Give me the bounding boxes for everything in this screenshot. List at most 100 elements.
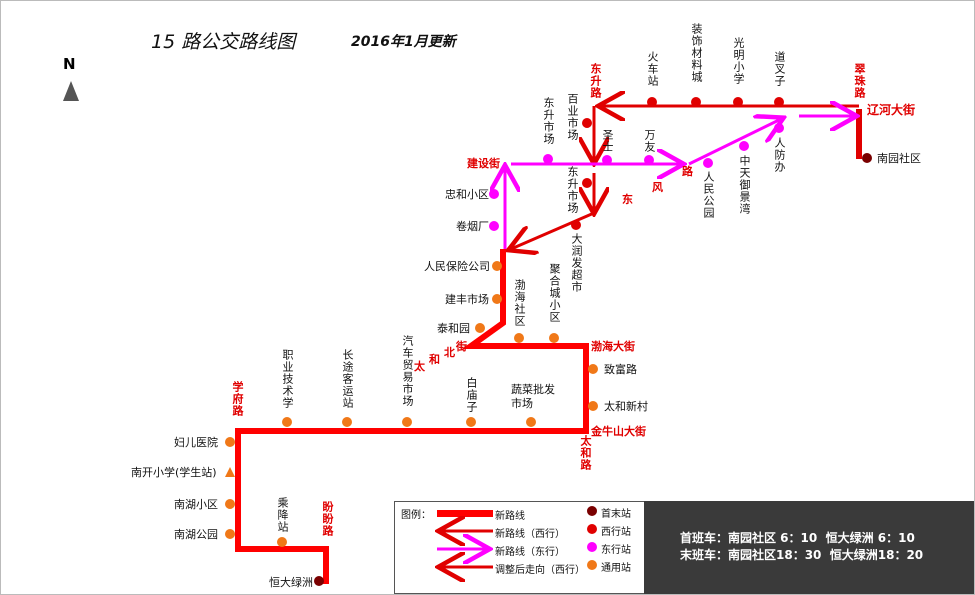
stop — [588, 401, 598, 411]
street-label: 金牛山大街 — [591, 425, 646, 438]
station-label: 汽车贸易市场 — [401, 335, 414, 407]
schedule-panel: 首班车：南园社区 6：10 恒大绿洲 6：10 末班车：南园社区18：30 恒大… — [644, 501, 974, 594]
stop — [644, 155, 654, 165]
station-label: 人民公园 — [702, 171, 715, 219]
stop — [225, 529, 235, 539]
legend-text: 新路线（东行） — [495, 547, 565, 558]
stop — [489, 189, 499, 199]
stop — [402, 417, 412, 427]
station-label: 长途客运站 — [341, 349, 354, 409]
legend-east-dot — [587, 542, 597, 552]
stop — [588, 364, 598, 374]
street-label: 翠珠路 — [853, 63, 866, 99]
station-label: 人防办 — [773, 137, 786, 173]
street-label: 渤海大街 — [591, 340, 635, 353]
east-line-diagonal — [688, 119, 781, 166]
stop — [549, 333, 559, 343]
main-route — [235, 249, 589, 584]
stop — [475, 323, 485, 333]
station-label: 致富路 — [604, 363, 637, 376]
stop — [514, 333, 524, 343]
legend-label: 图例： — [401, 510, 431, 521]
stop — [342, 417, 352, 427]
first-bus-time: 首班车：南园社区 6：10 恒大绿洲 6：10 — [680, 531, 915, 545]
stop — [543, 154, 553, 164]
street-label: 太和路 — [579, 435, 592, 471]
station-label: 南开小学(学生站) — [131, 466, 217, 479]
station-label: 妇儿医院 — [174, 436, 218, 449]
map-title: 15 路公交路线图 — [151, 31, 296, 53]
update-date: 2016年1月更新 — [351, 34, 456, 50]
terminal-stop — [314, 576, 324, 586]
east-stops — [489, 123, 784, 231]
legend-text: 东行站 — [601, 545, 631, 556]
stop — [774, 97, 784, 107]
stop — [282, 417, 292, 427]
legend: 图例： 新路线 新路线（西行） 新路线（东行） 调整后走向（西行） 首末站 西行… — [394, 501, 646, 594]
legend-new-route-swatch — [437, 510, 493, 517]
stop — [492, 294, 502, 304]
stop — [225, 467, 235, 477]
station-label: 南湖小区 — [174, 498, 218, 511]
legend-common-dot — [587, 560, 597, 570]
station-label: 聚合城小区 — [548, 263, 561, 323]
stop — [582, 178, 592, 188]
legend-terminal-dot — [587, 506, 597, 516]
station-label: 太和新村 — [604, 400, 648, 413]
street-label: 北 — [444, 346, 455, 359]
stop — [691, 97, 701, 107]
station-label: 中天御景湾 — [738, 155, 751, 215]
stop — [774, 123, 784, 133]
legend-text: 首末站 — [601, 509, 631, 520]
terminal-label: 南园社区 — [877, 152, 921, 165]
stop — [739, 141, 749, 151]
station-label: 建丰市场 — [445, 293, 489, 306]
station-label: 白庙子 — [465, 377, 478, 413]
stop — [571, 220, 581, 230]
legend-text: 新路线 — [495, 511, 525, 522]
stop — [647, 97, 657, 107]
station-label: 百业市场 — [566, 93, 579, 141]
terminal-label: 恒大绿洲 — [269, 576, 313, 589]
north-label: N — [63, 55, 76, 73]
stop — [703, 158, 713, 168]
station-label: 万友 — [643, 129, 656, 153]
legend-text: 调整后走向（西行） — [495, 565, 585, 576]
west-stops — [571, 97, 784, 230]
station-label: 忠和小区 — [445, 188, 489, 201]
station-label: 泰和园 — [437, 322, 470, 335]
station-label: 南湖公园 — [174, 528, 218, 541]
station-label: 职业技术学 — [281, 349, 294, 409]
stop — [602, 155, 612, 165]
stop — [277, 537, 287, 547]
street-label: 街 — [456, 340, 467, 353]
stop — [466, 417, 476, 427]
station-label: 光明小学 — [732, 37, 745, 85]
station-label: 道叉子 — [773, 51, 786, 87]
station-label: 卷烟厂 — [456, 220, 489, 233]
legend-west-dot — [587, 524, 597, 534]
station-label: 圣士 — [601, 129, 614, 153]
street-label: 盼盼路 — [321, 501, 334, 537]
north-arrow-icon — [63, 81, 79, 101]
street-label: 辽河大街 — [867, 103, 916, 117]
station-label: 大润发超市 — [570, 233, 583, 293]
terminal-stop — [862, 153, 872, 163]
street-label: 学府路 — [231, 381, 244, 417]
stop — [489, 221, 499, 231]
station-label: 东升市场 — [542, 97, 555, 145]
station-label: 人民保险公司 — [424, 260, 490, 273]
station-label: 乘降站 — [276, 497, 289, 533]
stop — [526, 417, 536, 427]
legend-text: 新路线（西行） — [495, 529, 565, 540]
station-label: 东升市场 — [566, 166, 579, 214]
stop — [225, 499, 235, 509]
street-label: 建设街 — [467, 157, 500, 170]
station-label: 装饰材料城 — [690, 23, 703, 83]
legend-text: 通用站 — [601, 563, 631, 574]
station-label: 火车站 — [646, 51, 659, 87]
stop — [733, 97, 743, 107]
stop — [225, 437, 235, 447]
